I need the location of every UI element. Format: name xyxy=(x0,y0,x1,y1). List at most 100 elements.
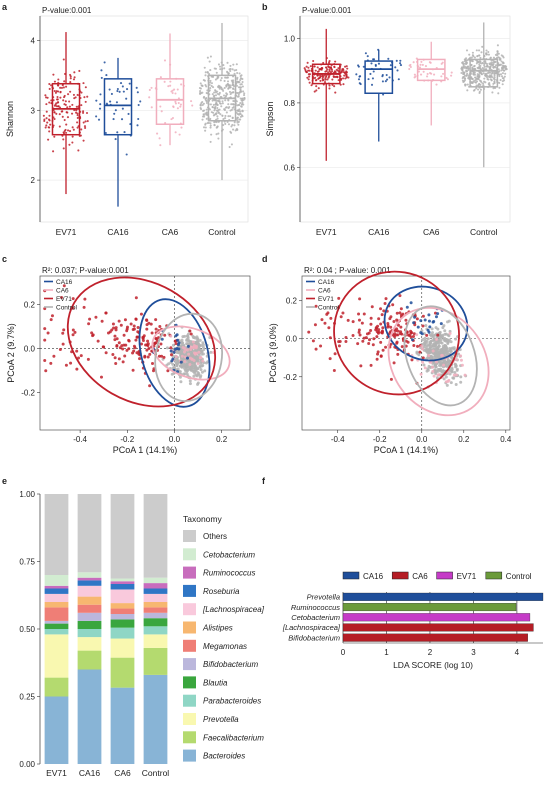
data-point xyxy=(160,337,164,341)
data-point xyxy=(307,66,310,69)
data-point xyxy=(45,110,48,113)
data-point xyxy=(464,83,467,86)
data-point xyxy=(212,111,215,114)
data-point xyxy=(379,354,383,358)
data-point xyxy=(240,105,243,108)
y-tick-label: 0.0 xyxy=(24,345,36,354)
data-point xyxy=(435,337,439,341)
data-point xyxy=(197,350,201,354)
data-point xyxy=(395,311,399,315)
data-point xyxy=(493,60,496,64)
box xyxy=(155,78,185,125)
data-point xyxy=(148,96,151,99)
bar-segment xyxy=(143,577,168,584)
data-point xyxy=(424,324,428,328)
data-point xyxy=(227,103,230,106)
data-point xyxy=(425,333,429,337)
data-point xyxy=(49,318,53,322)
data-point xyxy=(379,307,383,311)
data-point xyxy=(213,67,216,70)
data-point xyxy=(62,147,65,150)
data-point xyxy=(421,324,425,328)
data-point xyxy=(48,119,51,122)
bar-segment xyxy=(44,575,69,586)
data-point xyxy=(61,331,65,335)
data-point xyxy=(501,68,504,71)
data-point xyxy=(450,367,454,371)
data-point xyxy=(227,115,230,118)
data-point xyxy=(73,330,77,334)
data-point xyxy=(484,61,487,64)
data-point xyxy=(307,330,311,334)
data-point xyxy=(58,113,61,116)
data-point xyxy=(435,348,439,352)
x-tick-label: CA16 xyxy=(368,227,390,237)
data-point xyxy=(375,357,379,361)
data-point xyxy=(312,59,315,63)
data-point xyxy=(209,350,213,354)
data-point xyxy=(496,44,499,47)
data-point xyxy=(398,294,402,298)
data-point xyxy=(69,81,72,84)
bar-segment xyxy=(110,687,135,764)
data-point xyxy=(156,132,159,135)
x-tick-label: -0.4 xyxy=(73,435,87,444)
data-point xyxy=(499,79,502,82)
data-point xyxy=(44,369,48,373)
data-point xyxy=(473,56,477,59)
data-point xyxy=(50,314,54,318)
data-point xyxy=(200,370,204,374)
data-point xyxy=(431,369,435,373)
x-tick-label: EV71 xyxy=(56,227,77,237)
data-point xyxy=(328,357,332,361)
data-point xyxy=(197,347,201,351)
data-point xyxy=(216,106,219,110)
data-point xyxy=(428,345,432,349)
legend-label: EV71 xyxy=(56,296,72,303)
data-point xyxy=(200,352,204,356)
data-point xyxy=(188,382,192,386)
data-point xyxy=(232,128,235,131)
data-point xyxy=(235,63,238,66)
data-point xyxy=(136,91,139,94)
data-point xyxy=(225,106,228,109)
data-point xyxy=(436,333,440,337)
data-point xyxy=(137,103,140,107)
data-point xyxy=(201,118,204,121)
data-point xyxy=(386,325,390,329)
data-point xyxy=(462,75,465,79)
data-point xyxy=(227,83,230,87)
data-point xyxy=(238,113,241,116)
data-point xyxy=(419,73,423,76)
data-point xyxy=(174,100,177,103)
data-point xyxy=(57,78,60,81)
data-point xyxy=(214,78,217,81)
data-point xyxy=(332,369,336,373)
data-point xyxy=(62,328,66,332)
data-point xyxy=(47,126,50,129)
data-point xyxy=(207,121,210,124)
data-point xyxy=(48,101,51,104)
data-point xyxy=(62,99,65,102)
legend-swatch xyxy=(183,731,196,744)
data-point xyxy=(219,68,222,71)
data-point xyxy=(112,118,115,121)
data-point xyxy=(459,375,463,379)
data-point xyxy=(476,54,479,58)
data-point xyxy=(213,91,216,94)
bar-segment xyxy=(143,583,168,589)
data-point xyxy=(180,338,184,342)
data-point xyxy=(44,126,47,129)
data-point xyxy=(367,338,371,342)
data-point xyxy=(84,126,87,130)
data-point xyxy=(131,368,135,372)
data-point xyxy=(311,339,315,343)
data-point xyxy=(436,345,440,349)
data-point xyxy=(233,124,236,127)
data-point xyxy=(113,338,117,342)
data-point xyxy=(209,122,212,125)
bar-segment xyxy=(44,607,69,621)
data-point xyxy=(319,79,322,82)
x-tick-label: -0.2 xyxy=(120,435,134,444)
y-tick-label: 1.0 xyxy=(284,35,296,44)
